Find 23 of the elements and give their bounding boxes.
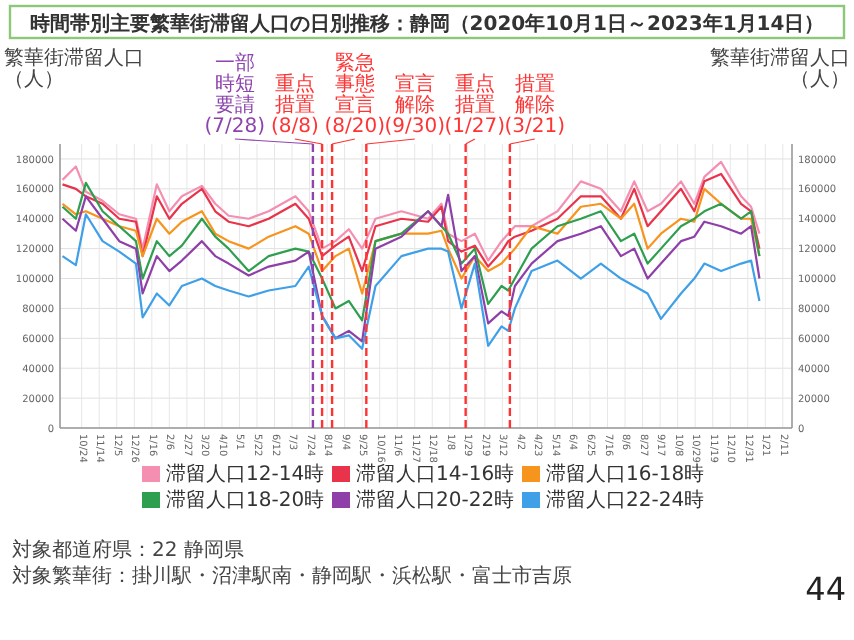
y2-axis-title: 繁華街滞留人口（人） xyxy=(710,46,850,91)
legend-label: 滞留人口20-22時 xyxy=(356,488,515,512)
ref-line-label: 重点措置(8/8) xyxy=(270,72,319,139)
ref-line-label: 宣言解除(9/30) xyxy=(384,72,446,139)
line-series xyxy=(61,181,761,322)
ref-line-label: 緊急事態宣言(8/20) xyxy=(324,51,386,139)
line-series xyxy=(61,172,761,273)
line-series xyxy=(61,187,761,295)
text: 対象都道府県：22 静岡県 xyxy=(12,538,244,562)
text: 対象繁華街：掛川駅・沼津駅南・静岡駅・浜松駅・富士市吉原 xyxy=(12,564,572,588)
legend-label: 滞留人口18-20時 xyxy=(166,488,325,512)
legend-label: 滞留人口16-18時 xyxy=(546,462,705,486)
ref-line-label: 重点措置(1/27) xyxy=(444,72,506,139)
line-series xyxy=(61,160,761,262)
chart-title: 時間帯別主要繁華街滞留人口の日別推移：静岡（2020年10月1日～2023年1月14日） xyxy=(29,12,825,36)
legend-label: 滞留人口22-24時 xyxy=(546,488,705,512)
legend-label: 滞留人口14-16時 xyxy=(356,462,515,486)
y-axis-title: 繁華街滞留人口（人） xyxy=(4,46,144,91)
ref-line-label: 一部時短要請(7/28) xyxy=(204,51,266,139)
legend-label: 滞留人口12-14時 xyxy=(166,462,325,486)
ref-line-label: 措置解除(3/21) xyxy=(504,72,566,139)
text: 44 xyxy=(805,570,846,608)
line-series xyxy=(61,213,761,350)
